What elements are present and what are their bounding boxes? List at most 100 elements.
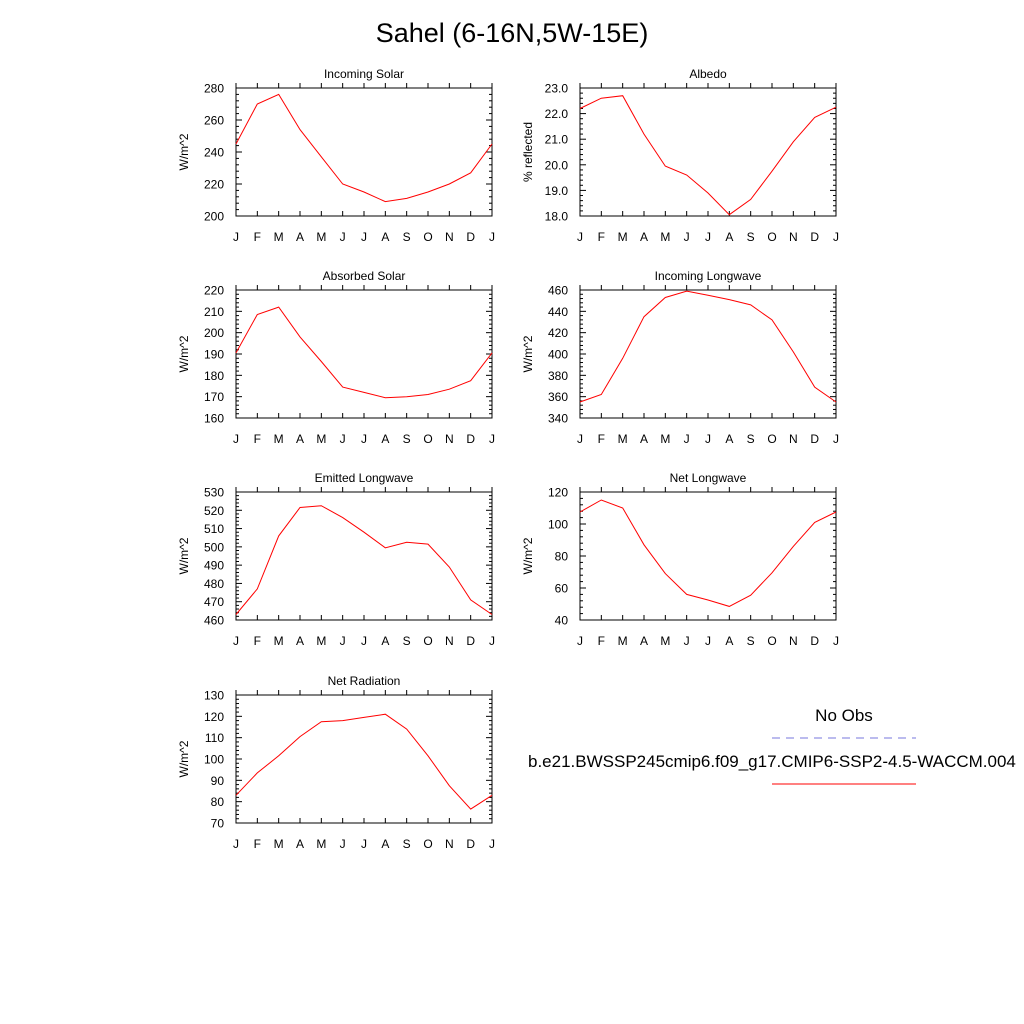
- emitted-longwave-xtick-label: N: [445, 634, 454, 648]
- incoming-longwave-xtick-label: M: [618, 432, 628, 446]
- incoming-longwave-xtick-label: M: [660, 432, 670, 446]
- net-radiation-ytick-label: 130: [204, 689, 224, 703]
- albedo-xtick-label: N: [789, 230, 798, 244]
- incoming-solar-xtick-label: A: [381, 230, 389, 244]
- net-longwave-frame: [579, 491, 837, 621]
- absorbed-solar-ytick-label: 210: [204, 305, 224, 319]
- albedo-xtick-label: J: [684, 230, 690, 244]
- emitted-longwave-xtick-label: A: [381, 634, 389, 648]
- net-radiation-ytick-label: 100: [204, 753, 224, 767]
- net-longwave-ytick-label: 120: [548, 486, 568, 500]
- absorbed-solar-xtick-label: A: [381, 432, 389, 446]
- incoming-longwave-xtick-label: J: [577, 432, 583, 446]
- emitted-longwave-xtick-label: F: [254, 634, 261, 648]
- albedo-xtick-label: J: [833, 230, 839, 244]
- incoming-longwave-frame: [579, 289, 837, 419]
- emitted-longwave-ytick-label: 460: [204, 614, 224, 628]
- absorbed-solar-xtick-label: A: [296, 432, 304, 446]
- emitted-longwave-xtick-label: J: [340, 634, 346, 648]
- net-longwave-xtick-label: D: [810, 634, 819, 648]
- albedo-title: Albedo: [689, 67, 727, 81]
- incoming-longwave-ytick-label: 340: [548, 412, 568, 426]
- albedo-ytick-label: 21.0: [545, 133, 569, 147]
- incoming-solar-xtick-label: J: [489, 230, 495, 244]
- incoming-solar-title: Incoming Solar: [324, 67, 404, 81]
- albedo-ytick-label: 23.0: [545, 82, 569, 96]
- absorbed-solar-xtick-label: S: [403, 432, 411, 446]
- net-radiation-ylabel: W/m^2: [177, 740, 191, 777]
- incoming-solar-xtick-label: S: [403, 230, 411, 244]
- absorbed-solar-ytick-label: 180: [204, 369, 224, 383]
- incoming-longwave-series-line: [579, 290, 837, 403]
- emitted-longwave-ytick-label: 530: [204, 486, 224, 500]
- absorbed-solar-ylabel: W/m^2: [177, 335, 191, 372]
- incoming-solar-ytick-label: 280: [204, 82, 224, 96]
- emitted-longwave-xtick-label: J: [233, 634, 239, 648]
- net-radiation-xtick-label: J: [340, 837, 346, 851]
- incoming-longwave-title: Incoming Longwave: [655, 269, 762, 283]
- incoming-longwave-xtick-label: N: [789, 432, 798, 446]
- net-radiation-ytick-label: 90: [211, 774, 225, 788]
- net-radiation-title: Net Radiation: [328, 674, 401, 688]
- net-longwave-series-line: [579, 499, 837, 607]
- incoming-longwave-xtick-label: J: [684, 432, 690, 446]
- emitted-longwave-xtick-label: M: [316, 634, 326, 648]
- albedo-ytick-label: 20.0: [545, 158, 569, 172]
- net-radiation-xtick-label: M: [316, 837, 326, 851]
- albedo-ytick-label: 19.0: [545, 184, 569, 198]
- net-radiation-xtick-label: M: [274, 837, 284, 851]
- emitted-longwave-title: Emitted Longwave: [315, 471, 414, 485]
- emitted-longwave-xtick-label: A: [296, 634, 304, 648]
- incoming-longwave-xtick-label: J: [833, 432, 839, 446]
- incoming-solar-xtick-label: J: [361, 230, 367, 244]
- incoming-longwave-xtick-label: D: [810, 432, 819, 446]
- absorbed-solar-xtick-label: J: [361, 432, 367, 446]
- albedo-xtick-label: J: [705, 230, 711, 244]
- albedo-xtick-label: A: [725, 230, 733, 244]
- net-longwave-ytick-label: 100: [548, 518, 568, 532]
- incoming-solar-xtick-label: D: [466, 230, 475, 244]
- absorbed-solar-xtick-label: M: [316, 432, 326, 446]
- emitted-longwave-ytick-label: 500: [204, 540, 224, 554]
- emitted-longwave-ytick-label: 490: [204, 559, 224, 573]
- albedo-xtick-label: M: [618, 230, 628, 244]
- incoming-longwave-ytick-label: 360: [548, 390, 568, 404]
- absorbed-solar-ytick-label: 170: [204, 390, 224, 404]
- albedo-xtick-label: J: [577, 230, 583, 244]
- net-longwave-xtick-label: J: [577, 634, 583, 648]
- emitted-longwave-series-line: [235, 505, 493, 615]
- absorbed-solar-xtick-label: J: [489, 432, 495, 446]
- net-longwave-title: Net Longwave: [670, 471, 747, 485]
- incoming-solar-xtick-label: J: [340, 230, 346, 244]
- incoming-solar-xtick-label: N: [445, 230, 454, 244]
- net-radiation-ytick-label: 120: [204, 710, 224, 724]
- albedo-xtick-label: O: [767, 230, 776, 244]
- net-longwave-ytick-label: 60: [555, 582, 569, 596]
- net-radiation-ytick-label: 80: [211, 795, 225, 809]
- incoming-solar-ytick-label: 260: [204, 114, 224, 128]
- incoming-longwave-ylabel: W/m^2: [521, 335, 535, 372]
- net-longwave-xtick-label: M: [660, 634, 670, 648]
- albedo-xtick-label: S: [747, 230, 755, 244]
- emitted-longwave-frame: [235, 491, 493, 621]
- incoming-solar-xtick-label: A: [296, 230, 304, 244]
- emitted-longwave-xtick-label: J: [489, 634, 495, 648]
- net-radiation-xtick-label: D: [466, 837, 475, 851]
- emitted-longwave-ylabel: W/m^2: [177, 537, 191, 574]
- emitted-longwave-xtick-label: O: [423, 634, 432, 648]
- absorbed-solar-ytick-label: 220: [204, 284, 224, 298]
- incoming-longwave-xtick-label: O: [767, 432, 776, 446]
- absorbed-solar-xtick-label: J: [340, 432, 346, 446]
- net-radiation-series-line: [235, 713, 493, 810]
- net-radiation-ytick-label: 70: [211, 817, 225, 831]
- absorbed-solar-ytick-label: 190: [204, 348, 224, 362]
- legend: No Obs b.e21.BWSSP245cmip6.f09_g17.CMIP6-…: [528, 706, 1016, 785]
- incoming-solar-ytick-label: 220: [204, 178, 224, 192]
